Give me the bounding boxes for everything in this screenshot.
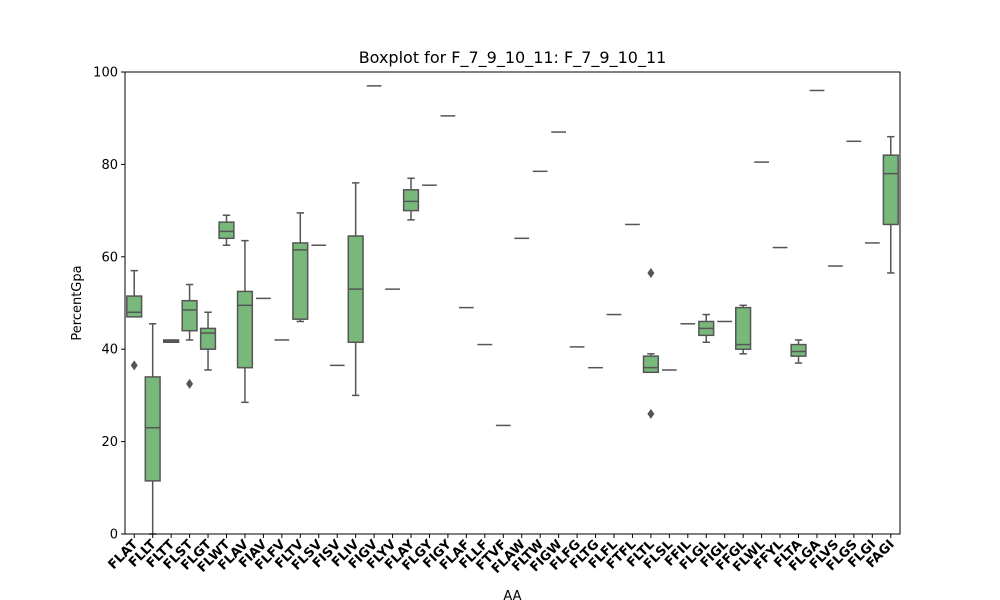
y-tick-label: 80 (101, 158, 118, 173)
box-FFGL (735, 304, 752, 355)
box-body (126, 295, 143, 318)
box-body (144, 376, 161, 482)
outlier-marker (130, 360, 138, 371)
box-FLAY (402, 177, 420, 221)
box-FLST (181, 283, 198, 389)
box-FLWT (218, 214, 235, 246)
box-body (402, 189, 420, 212)
box-FLTT (163, 339, 180, 344)
box-body (735, 306, 752, 350)
box-body (236, 290, 254, 369)
y-axis-label: PercentGpa (70, 265, 85, 340)
outlier-marker (647, 267, 655, 278)
box-FLAV (236, 239, 254, 404)
x-axis-label: AA (503, 589, 521, 600)
plot-frame (124, 71, 901, 535)
x-axis-ticks: FLATFLLTFLTTFLSTFLGTFLWTFLAVFIAVFLFVFLTV… (106, 534, 898, 577)
box-FLGL (698, 313, 715, 344)
chart-title: Boxplot for F_7_9_10_11: F_7_9_10_11 (359, 48, 667, 68)
box-FLIV (347, 182, 364, 397)
outlier-marker (186, 378, 194, 389)
box-body (292, 242, 309, 320)
y-axis-ticks: 0 20 40 60 80 100 (93, 66, 125, 543)
box-body (199, 327, 217, 350)
box-FAGI (882, 135, 899, 274)
y-tick-label: 60 (101, 250, 118, 265)
box-body (218, 221, 235, 240)
box-FLLT (144, 323, 161, 535)
box-FLTA (790, 339, 807, 364)
y-tick-label: 20 (101, 435, 118, 450)
y-tick-label: 0 (110, 528, 118, 543)
box-body (181, 299, 198, 332)
box-FLAT (126, 269, 143, 371)
box-FLTV (292, 212, 309, 323)
box-body (642, 355, 660, 374)
box-FLTL (642, 267, 660, 419)
box-body (882, 154, 899, 226)
y-tick-label: 40 (101, 343, 118, 358)
box-FLGT (199, 311, 217, 371)
outlier-marker (647, 408, 655, 419)
box-group (126, 85, 899, 535)
box-body (790, 343, 807, 357)
y-tick-label: 100 (93, 66, 118, 81)
